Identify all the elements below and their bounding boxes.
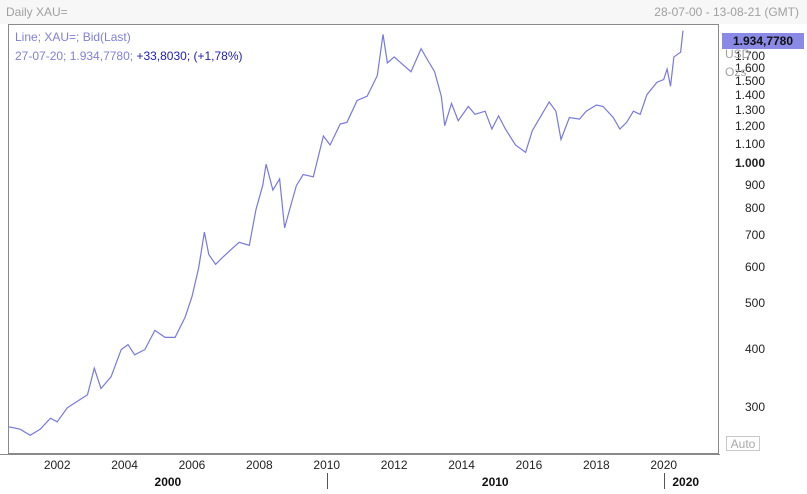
title-bar: Daily XAU= 28-07-00 - 13-08-21 (GMT) <box>0 0 807 24</box>
legend-last-value: 27-07-20; 1.934,7780; +33,8030; (+1,78%) <box>15 49 243 63</box>
plot-area[interactable] <box>8 24 719 454</box>
y-tick-label: 1.100 <box>734 136 765 151</box>
x-decade-label: 2010 <box>481 475 509 489</box>
x-decade-separator <box>326 473 328 489</box>
x-decade-label: 2000 <box>154 475 182 489</box>
x-tick-label: 2006 <box>178 458 206 472</box>
x-tick-label: 2014 <box>448 458 475 472</box>
y-tick-label: 700 <box>744 228 765 243</box>
x-decade-separator <box>663 473 665 489</box>
y-axis[interactable]: 300 400 500 600 700 800 900 1.000 1.100 1.200 1.30… <box>720 24 807 454</box>
y-tick-label: 1.500 <box>734 74 765 89</box>
legend-last-date-value: 27-07-20; 1.934,7780; <box>15 49 137 63</box>
currency-label: USD <box>725 47 751 61</box>
y-tick-label: 1.700 <box>734 48 765 63</box>
x-tick-label: 2012 <box>380 458 408 472</box>
y-tick-label: 500 <box>744 296 765 311</box>
x-tick-label: 2004 <box>111 458 138 472</box>
y-tick-label: 1.200 <box>734 119 765 134</box>
y-tick-label: 600 <box>744 259 765 274</box>
chart-title: Daily XAU= <box>6 5 68 19</box>
y-tick-label: 1.000 <box>734 156 765 171</box>
y-tick-label: 1.400 <box>734 88 765 103</box>
legend-change: +33,8030; (+1,78%) <box>136 49 243 63</box>
x-axis[interactable]: 2002 2004 2006 2008 2010 2012 2014 2016 2018 2020… <box>0 454 807 494</box>
x-axis-line <box>0 454 720 455</box>
y-tick-label: 300 <box>744 399 765 414</box>
unit-label: Ozs <box>725 65 747 79</box>
y-tick-label: 900 <box>744 177 765 192</box>
y-tick-label: 400 <box>744 341 765 356</box>
x-tick-label: 2002 <box>43 458 71 472</box>
legend-series-label: Line; XAU=; Bid(Last) <box>15 30 131 44</box>
price-series-line <box>9 30 684 437</box>
auto-scale-button[interactable]: Auto <box>726 436 760 451</box>
x-tick-label: 2008 <box>246 458 273 472</box>
x-tick-label: 2020 <box>650 458 678 472</box>
date-range: 28-07-00 - 13-08-21 (GMT) <box>654 5 799 19</box>
x-tick-label: 2016 <box>515 458 543 472</box>
price-chart[interactable] <box>9 25 718 453</box>
x-tick-label: 2018 <box>582 458 610 472</box>
x-decade-label: 2020 <box>672 475 700 489</box>
last-price-marker: 1.934,7780 <box>722 33 804 49</box>
y-tick-label: 1.600 <box>734 61 765 76</box>
y-tick-label: 1.300 <box>734 103 765 118</box>
y-tick-label: 800 <box>744 201 765 216</box>
x-tick-label: 2010 <box>313 458 341 472</box>
